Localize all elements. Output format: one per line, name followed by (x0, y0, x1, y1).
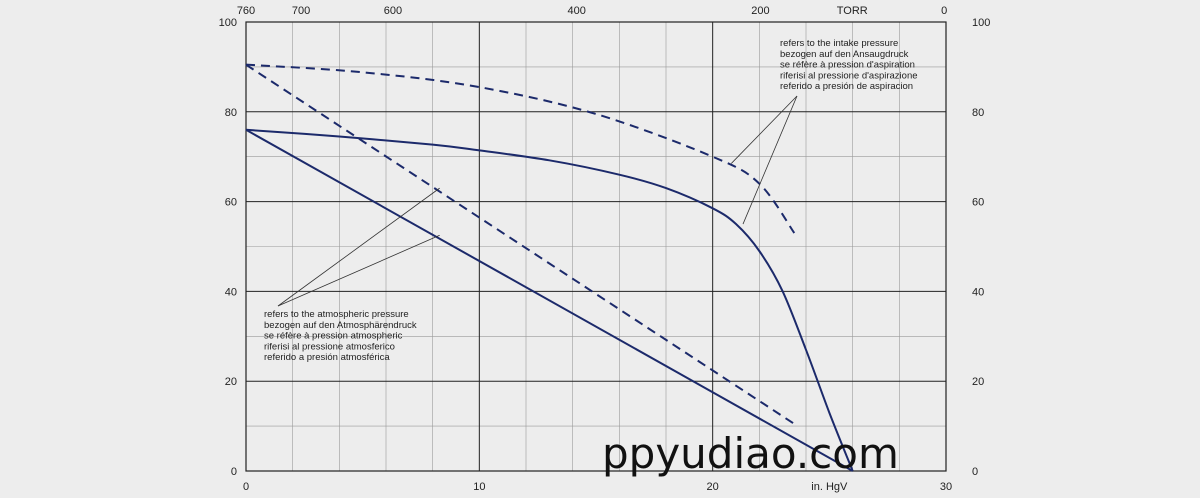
series-line-1-solid (245, 128, 854, 472)
x-axis-title: in. HgV (811, 481, 848, 493)
top-tick-label: 0 (941, 5, 947, 17)
y-tick-label-left: 80 (225, 107, 237, 119)
annotation-text-line: bezogen auf den Atmosphärendruck (264, 320, 417, 331)
top-tick-label: 400 (568, 5, 586, 17)
y-tick-label-right: 60 (972, 197, 984, 209)
annotation-leader-line (277, 234, 440, 307)
annotation-text-line: se réfère à pression d'aspiration (780, 60, 915, 71)
annotation-text-line: referido a presión de aspiracion (780, 81, 913, 92)
y-tick-label-right: 40 (972, 286, 984, 298)
y-tick-label-left: 40 (225, 286, 237, 298)
series-line-2-solid (245, 128, 854, 472)
y-tick-label-left: 60 (225, 197, 237, 209)
y-tick-label-right: 20 (972, 376, 984, 388)
annotation-leader-line (277, 187, 440, 307)
top-tick-label: 760 (237, 5, 255, 17)
top-tick-label: 700 (292, 5, 310, 17)
annotation-text-line: refers to the atmospheric pressure (264, 309, 409, 320)
series-line-3-dashed (245, 63, 796, 234)
x-tick-label: 30 (940, 481, 952, 493)
y-tick-label-left: 100 (219, 17, 237, 29)
series-layer (245, 63, 854, 472)
series-line-4-dashed (245, 63, 795, 425)
annotation-text-line: referido a presión atmosférica (264, 352, 390, 363)
annotation-text-line: riferisi al pressione atmosferico (264, 341, 395, 352)
annotation-text-line: riferisi al pressione d'aspirazione (780, 70, 918, 81)
annotation-leader-line (731, 95, 798, 164)
annotation-leader-line (742, 95, 798, 225)
x-tick-label: 10 (473, 481, 485, 493)
plot-border (245, 21, 947, 472)
x-tick-label: 20 (707, 481, 719, 493)
y-tick-label-left: 20 (225, 376, 237, 388)
annotation-text-line: bezogen auf den Ansaugdruck (780, 49, 909, 60)
y-tick-label-right: 80 (972, 107, 984, 119)
annotation-text-line: se réfère à pression atmospheric (264, 331, 403, 342)
top-axis-title: TORR (837, 5, 868, 17)
watermark-text: ppyudiao.com (602, 429, 899, 478)
y-tick-label-right: 0 (972, 466, 978, 478)
x-tick-label: 0 (243, 481, 249, 493)
annotation-text-line: refers to the intake pressure (780, 38, 898, 49)
y-tick-label-left: 0 (231, 466, 237, 478)
top-tick-label: 600 (384, 5, 402, 17)
y-tick-label-right: 100 (972, 17, 990, 29)
top-tick-label: 200 (751, 5, 769, 17)
plot-frame (245, 21, 947, 472)
